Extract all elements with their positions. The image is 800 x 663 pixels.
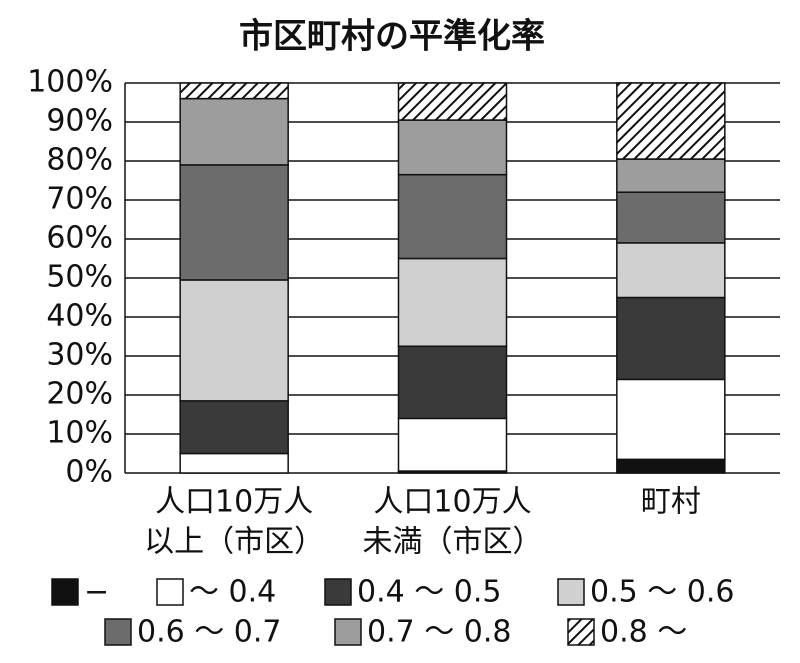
bar-segment: [179, 82, 289, 100]
legend-label: ～ 0.4: [189, 575, 276, 610]
bar-segment: [397, 257, 508, 347]
bar-segment: [179, 97, 289, 166]
legend-swatch: [557, 578, 585, 606]
x-tick-label: 人口10万人: [373, 485, 531, 520]
bar-segment: [179, 164, 289, 281]
legend-swatch: [104, 618, 132, 646]
bar-segment: [397, 119, 508, 176]
y-tick-label: 80%: [46, 143, 113, 178]
legend-label: 0.6 ～ 0.7: [137, 615, 282, 650]
legend-label: 0.8 ～: [600, 615, 687, 650]
legend-swatch: [567, 618, 595, 646]
x-tick-label: 以上（市区）: [144, 525, 324, 560]
legend-label: −: [84, 575, 109, 610]
y-tick-label: 60%: [46, 221, 113, 256]
bar-segment: [397, 82, 508, 121]
bar-segment: [616, 296, 726, 381]
x-tick-label: 町村: [641, 485, 701, 520]
bar-segment: [616, 242, 726, 299]
legend-swatch: [334, 618, 362, 646]
y-tick-label: 40%: [46, 299, 113, 334]
x-tick-label: 人口10万人: [155, 485, 313, 520]
bar-segment: [616, 378, 726, 461]
legend-swatch: [156, 578, 184, 606]
bar-segment: [616, 191, 726, 244]
legend-label: 0.5 ～ 0.6: [590, 575, 735, 610]
y-tick-label: 10%: [46, 416, 113, 451]
y-tick-label: 30%: [46, 338, 113, 373]
legend-label: 0.4 ～ 0.5: [357, 575, 502, 610]
legend-label: 0.7 ～ 0.8: [367, 615, 512, 650]
bar-segment: [616, 82, 726, 160]
bar-segment: [616, 158, 726, 193]
bar-segment: [616, 458, 726, 474]
y-tick-label: 90%: [46, 104, 113, 139]
bar-segment: [179, 400, 289, 455]
y-tick-label: 100%: [27, 65, 113, 100]
bar-segment: [397, 345, 508, 420]
y-tick-label: 0%: [65, 455, 113, 490]
y-tick-label: 50%: [46, 260, 113, 295]
chart-title: 市区町村の平準化率: [239, 17, 545, 57]
y-tick-label: 70%: [46, 182, 113, 217]
y-tick-label: 20%: [46, 377, 113, 412]
legend-swatch: [51, 578, 79, 606]
legend-swatch: [324, 578, 352, 606]
x-tick-label: 未満（市区）: [363, 525, 543, 560]
bar-segment: [397, 417, 508, 472]
bar-segment: [397, 173, 508, 260]
bar-segment: [179, 452, 289, 474]
bar-segment: [179, 279, 289, 402]
